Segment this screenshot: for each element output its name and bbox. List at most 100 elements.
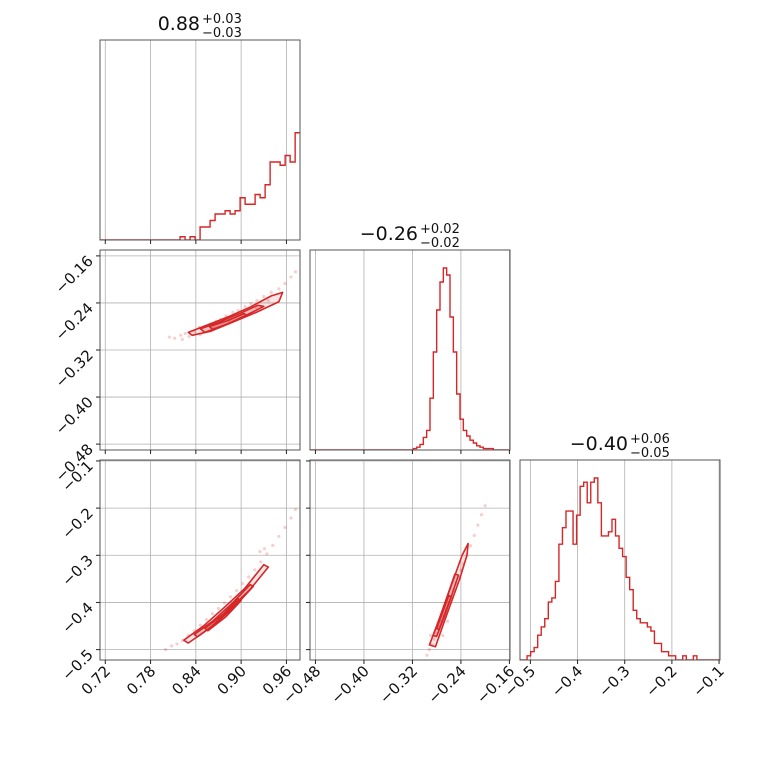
contour-p31-1: [193, 583, 255, 638]
histogram-step-p2: [310, 267, 510, 450]
sample-point-p31-10: [222, 601, 227, 605]
sample-point-p31-11: [228, 595, 233, 599]
scatter-p21: −0.16−0.24−0.32−0.40−0.48: [52, 249, 301, 485]
p21-ytick-label-2: −0.32: [52, 346, 97, 391]
sample-point-p21-1: [173, 336, 177, 340]
histogram-p3: −0.5 −0.4 −0.3 −0.2 −0.1: [501, 459, 728, 701]
contour-p31-0: [182, 563, 270, 644]
sample-point-p21-23: [180, 337, 184, 342]
p3-xtick-label-3: −0.2: [642, 662, 680, 700]
sample-point-p31-13: [241, 581, 245, 586]
p32-xtick-label-1: −0.40: [328, 662, 373, 707]
p21-ytick-label-0: −0.16: [52, 252, 97, 297]
panel-title-2: −0.26 +0.02 −0.02: [360, 222, 460, 251]
p31-ytick-label-1: −0.2: [58, 504, 96, 542]
p32-xtick-label-3: −0.24: [425, 662, 470, 707]
p21-ytick-label-3: −0.40: [52, 393, 97, 438]
sample-point-p21-19: [277, 287, 281, 291]
sample-point-p32-19: [476, 523, 480, 527]
sample-point-p31-14: [247, 575, 251, 579]
panel-title-1: 0.88 +0.03 −0.03: [158, 12, 242, 41]
panel-frame-p31: [99, 459, 301, 661]
sample-point-p21-20: [283, 281, 287, 286]
title-3-minus: −0.05: [630, 446, 670, 461]
sample-point-p31-12: [235, 589, 239, 593]
p3-xtick-label-4: −0.1: [689, 662, 727, 700]
p21-ytick-label-1: −0.24: [52, 299, 97, 344]
title-1-minus: −0.03: [202, 26, 242, 41]
sample-point-p21-15: [249, 301, 253, 306]
sample-point-p31-17: [265, 552, 269, 556]
histogram-p1: [99, 39, 301, 244]
sample-point-p31-20: [283, 525, 287, 530]
p3-xtick-label-2: −0.3: [595, 662, 633, 700]
sample-point-p32-24: [445, 619, 450, 623]
sample-point-p32-20: [479, 513, 484, 517]
title-1-median: 0.88: [158, 13, 200, 35]
sample-point-p31-18: [271, 543, 275, 547]
p31-xtick-label-3: 0.90: [214, 662, 250, 698]
p31-xtick-label-1: 0.78: [123, 662, 159, 698]
sample-point-p31-19: [277, 534, 281, 539]
p31-xtick-label-2: 0.84: [168, 662, 204, 698]
sample-point-p32-21: [483, 504, 487, 508]
sample-point-p32-23: [441, 633, 445, 638]
panel-frame-p2: [309, 249, 511, 451]
sample-point-p21-4: [187, 334, 191, 339]
sample-point-p32-1: [427, 648, 431, 652]
p31-ytick-label-3: −0.4: [58, 599, 96, 637]
sample-point-p21-29: [266, 298, 270, 303]
histogram-p2: [309, 249, 511, 454]
sample-point-p21-2: [179, 333, 183, 337]
sample-point-p21-3: [183, 331, 187, 336]
sample-point-p21-17: [262, 294, 266, 299]
sample-point-p31-1: [170, 644, 174, 648]
sample-point-p21-21: [289, 275, 293, 279]
sample-point-p31-8: [210, 612, 215, 616]
title-2-median: −0.26: [360, 223, 418, 245]
p32-xtick-label-2: −0.32: [376, 662, 421, 707]
panel-frame-p3: [519, 459, 721, 661]
sample-point-p31-9: [216, 606, 221, 611]
sample-point-p31-24: [258, 549, 262, 554]
sample-point-p32-3: [432, 637, 436, 641]
panel-frame-p1: [99, 39, 301, 241]
sample-point-p21-12: [231, 310, 235, 314]
title-1-plus: +0.03: [202, 12, 242, 27]
histogram-step-p1: [100, 132, 300, 240]
panel-title-3: −0.40 +0.06 −0.05: [570, 432, 670, 461]
p3-xtick-label-1: −0.4: [548, 662, 586, 700]
contour-p31-2: [204, 597, 242, 632]
sample-point-p32-22: [429, 633, 433, 638]
scatter-p31: 0.72 0.78 0.84 0.90 0.96−0.1−0.2−0.3−0.4−0.5: [58, 457, 301, 698]
panel-frame-p32: [309, 459, 511, 661]
sample-point-p31-15: [253, 568, 257, 572]
title-2-minus: −0.02: [420, 236, 460, 251]
title-2-plus: +0.02: [420, 222, 460, 237]
sample-point-p21-0: [167, 335, 172, 339]
sample-point-p31-23: [262, 547, 267, 551]
scatter-p32: −0.48 −0.40 −0.32 −0.24 −0.16: [279, 459, 518, 707]
title-3-median: −0.40: [570, 433, 628, 455]
sample-point-p31-22: [293, 507, 298, 512]
sample-point-p21-18: [269, 290, 273, 294]
p31-ytick-label-2: −0.3: [58, 551, 96, 589]
sample-point-p31-0: [164, 648, 168, 652]
contour-p32-2: [435, 594, 453, 631]
histogram-step-p3: [520, 477, 720, 660]
sample-point-p21-16: [255, 298, 259, 303]
sample-point-p21-14: [243, 304, 247, 309]
sample-point-p31-7: [204, 617, 209, 622]
panels: −0.5 −0.4 −0.3 −0.2 −0.1−0.16−0.24−0.32−0.40…: [52, 39, 728, 707]
sample-point-p31-16: [259, 560, 263, 564]
contour-p21-2: [208, 312, 248, 331]
sample-point-p32-18: [472, 533, 476, 538]
sample-point-p21-22: [293, 270, 298, 274]
sample-point-p31-6: [198, 623, 202, 627]
sample-point-p32-0: [425, 653, 429, 657]
title-3-plus: +0.06: [630, 432, 670, 447]
sample-point-p31-2: [175, 642, 179, 646]
sample-point-p32-17: [469, 544, 473, 548]
sample-point-p31-21: [289, 516, 293, 520]
